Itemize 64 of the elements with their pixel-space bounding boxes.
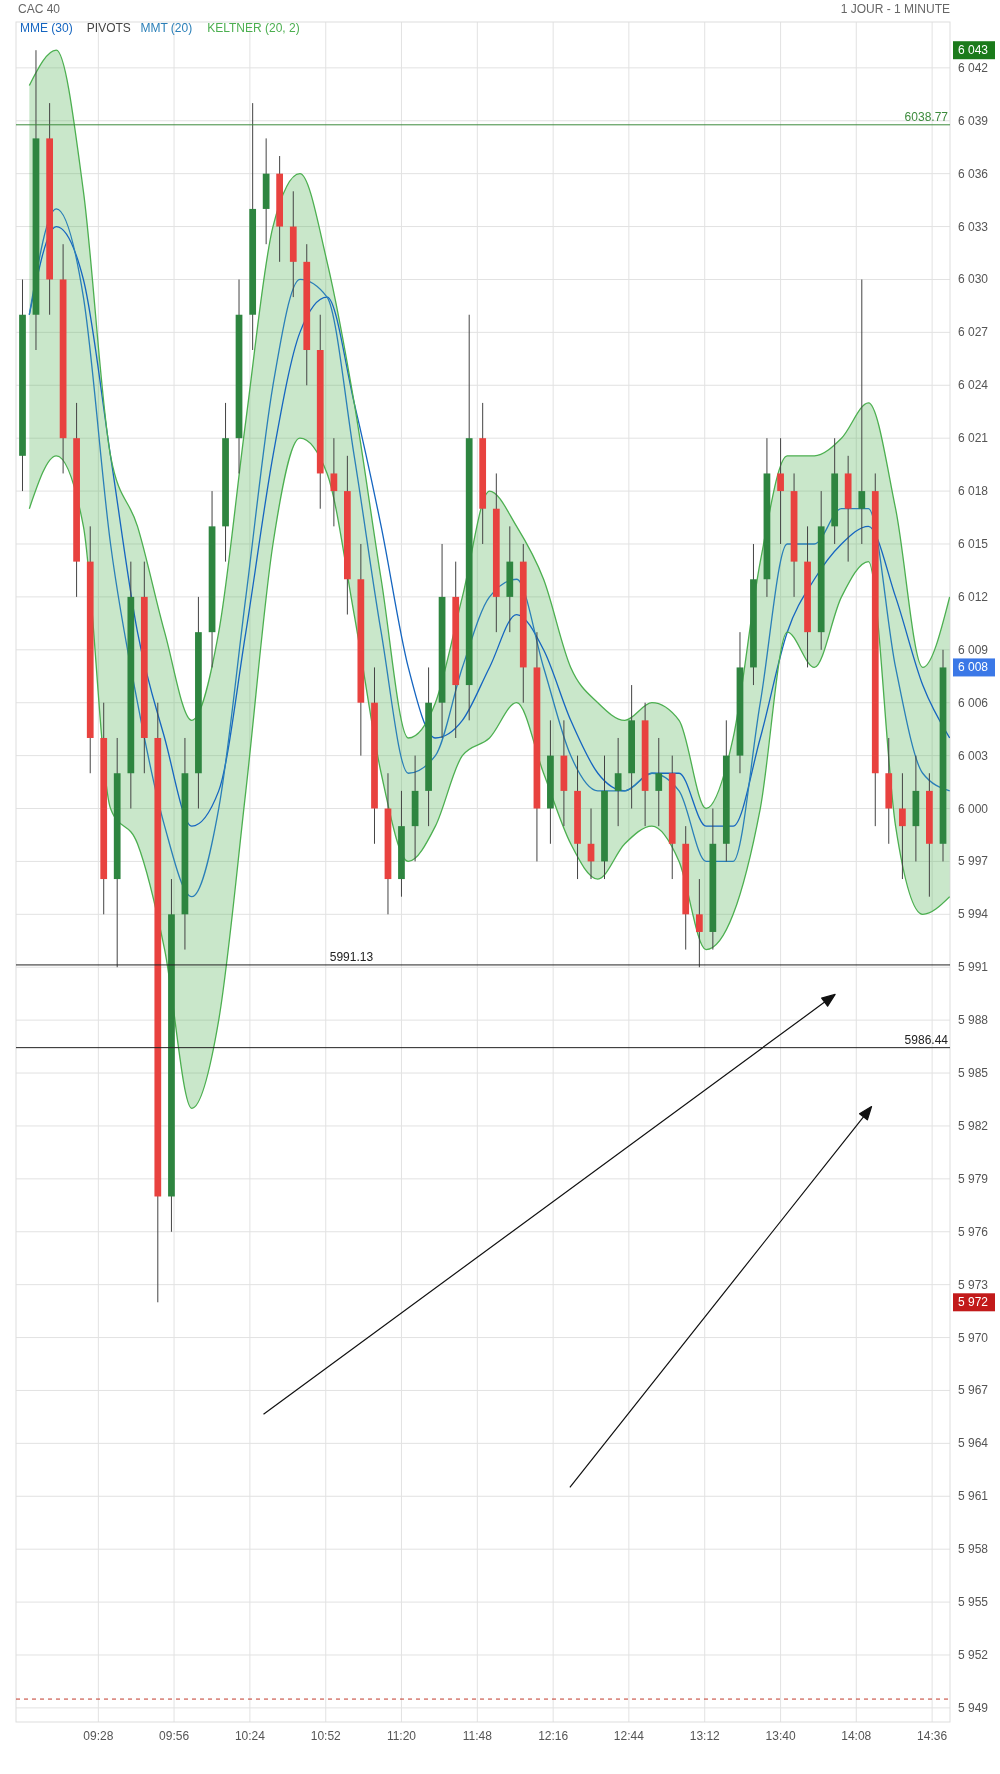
y-tick-label: 5 955 [958, 1595, 989, 1610]
x-tick-label: 14:36 [917, 1729, 948, 1743]
x-tick-label: 09:56 [159, 1729, 190, 1743]
y-tick-label: 5 997 [958, 854, 989, 869]
candlestick [614, 737, 622, 827]
candlestick [899, 772, 906, 880]
x-tick-label: 10:24 [234, 1729, 266, 1743]
x-tick-label: 13:40 [765, 1729, 796, 1743]
y-tick-label: 6 039 [958, 113, 989, 128]
x-tick-label: 09:28 [83, 1729, 114, 1743]
y-tick-label: 6 009 [958, 642, 989, 657]
y-tick-label: 6 006 [958, 695, 989, 710]
annotation: 6 008 [958, 660, 989, 675]
x-tick-label: 10:52 [310, 1729, 342, 1743]
y-tick-label: 6 030 [958, 272, 989, 287]
x-tick-label: 13:12 [689, 1729, 721, 1743]
annotation: 5 972 [958, 1295, 989, 1310]
annotation: PIVOTS [86, 21, 131, 35]
y-tick-label: 6 015 [958, 536, 989, 551]
candlestick [777, 437, 784, 545]
text: MMT (20) [140, 21, 193, 35]
candlestick [858, 278, 866, 545]
x-tick-label: 12:44 [613, 1729, 645, 1743]
y-tick-label: 6 033 [958, 219, 989, 234]
y-tick-label: 5 979 [958, 1171, 989, 1186]
candlestick [655, 737, 663, 827]
y-tick-label: 6 024 [958, 378, 989, 393]
ref-line-label: 5986.44 [904, 1032, 949, 1047]
ref-line-label: 5991.13 [329, 949, 374, 964]
annotation: 6 043 [958, 43, 989, 58]
y-tick-label: 5 985 [958, 1066, 989, 1081]
x-tick-label: 12:16 [538, 1729, 569, 1743]
text: KELTNER (20, 2) [207, 21, 300, 35]
y-tick-label: 6 042 [958, 60, 989, 75]
y-tick-label: 6 036 [958, 166, 989, 181]
y-tick-label: 5 991 [958, 960, 989, 975]
candlestick [695, 878, 703, 968]
y-tick-label: 5 973 [958, 1277, 989, 1292]
y-tick-label: 5 976 [958, 1224, 989, 1239]
y-tick-label: 5 961 [958, 1489, 989, 1504]
y-tick-label: 5 958 [958, 1542, 989, 1557]
text: MME (30) [20, 21, 73, 35]
y-tick-label: 5 988 [958, 1013, 989, 1028]
y-tick-label: 6 003 [958, 748, 989, 763]
x-tick-label: 11:48 [462, 1729, 493, 1743]
y-tick-label: 5 970 [958, 1330, 989, 1345]
y-tick-label: 5 967 [958, 1383, 989, 1398]
y-tick-label: 5 952 [958, 1647, 989, 1662]
chart-subtitle: 1 JOUR - 1 MINUTE [840, 2, 950, 16]
ref-line-label: 6038.77 [904, 109, 949, 124]
y-tick-label: 5 964 [958, 1436, 989, 1451]
line-series [28, 49, 950, 810]
y-tick-label: 6 012 [958, 589, 989, 604]
y-tick-label: 6 027 [958, 325, 989, 340]
x-tick-label: 11:20 [386, 1729, 417, 1743]
candlestick [330, 437, 338, 527]
chart-title: CAC 40 [18, 2, 61, 16]
y-tick-label: 6 000 [958, 801, 989, 816]
y-tick-label: 5 982 [958, 1118, 989, 1133]
y-tick-label: 6 018 [958, 484, 989, 499]
x-tick-label: 14:08 [841, 1729, 872, 1743]
y-tick-label: 5 994 [958, 907, 989, 922]
y-tick-label: 6 021 [958, 431, 989, 446]
y-tick-label: 5 949 [958, 1700, 989, 1715]
